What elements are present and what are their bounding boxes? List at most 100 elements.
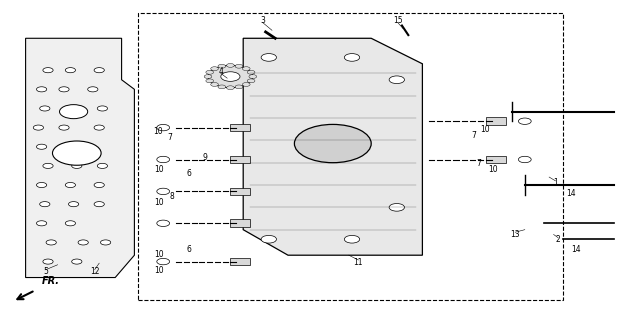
Circle shape [206,70,214,74]
Circle shape [72,163,82,168]
Text: 11: 11 [354,258,363,267]
Circle shape [94,202,104,207]
Circle shape [94,125,104,130]
Text: 4: 4 [218,67,223,76]
Circle shape [518,118,531,124]
Bar [230,188,250,195]
Circle shape [97,163,108,168]
Circle shape [157,188,170,195]
Text: 7: 7 [476,159,481,168]
Circle shape [211,83,218,86]
Circle shape [235,64,243,68]
Text: 10: 10 [154,266,164,275]
Circle shape [65,221,76,226]
Circle shape [33,125,44,130]
Bar [486,156,506,163]
Circle shape [204,75,212,78]
Circle shape [218,85,226,89]
Circle shape [206,79,214,83]
Circle shape [211,67,218,70]
Circle shape [52,141,101,165]
Bar [138,13,563,300]
Circle shape [157,124,170,131]
Circle shape [389,76,404,84]
Text: 6: 6 [186,169,191,178]
Circle shape [157,156,170,163]
Circle shape [43,68,53,73]
Circle shape [247,79,255,83]
Circle shape [68,202,79,207]
Text: 10: 10 [154,165,164,174]
Bar [230,124,250,131]
Circle shape [208,65,253,88]
Circle shape [36,144,47,149]
Text: FR.: FR. [42,276,60,286]
Circle shape [344,54,360,61]
Text: 7: 7 [471,131,476,140]
Polygon shape [26,38,134,278]
Text: 8: 8 [169,192,174,201]
Bar [230,156,250,163]
Circle shape [65,182,76,188]
Circle shape [294,124,371,163]
Text: 3: 3 [260,16,265,25]
Text: 10: 10 [153,127,163,136]
Text: 1: 1 [553,178,558,187]
Circle shape [389,204,404,211]
Circle shape [36,87,47,92]
Circle shape [40,202,50,207]
Circle shape [36,221,47,226]
Text: 14: 14 [566,189,576,198]
Circle shape [261,235,276,243]
Circle shape [243,83,250,86]
Bar [486,117,506,125]
Circle shape [218,64,226,68]
Circle shape [43,163,53,168]
Circle shape [157,220,170,226]
Circle shape [247,70,255,74]
Circle shape [78,240,88,245]
Circle shape [72,106,82,111]
Circle shape [40,106,50,111]
Text: 10: 10 [480,125,490,134]
Circle shape [59,87,69,92]
Text: 14: 14 [571,245,581,254]
Circle shape [43,259,53,264]
Circle shape [60,105,88,119]
Circle shape [227,63,234,67]
Text: 12: 12 [90,267,99,276]
Circle shape [249,75,257,78]
Text: 13: 13 [510,230,520,239]
Text: 10: 10 [154,198,164,207]
Text: 10: 10 [488,165,498,174]
Text: 5: 5 [44,267,49,276]
Circle shape [518,156,531,163]
Text: 9: 9 [202,153,207,162]
Circle shape [97,106,108,111]
Circle shape [36,182,47,188]
Circle shape [261,54,276,61]
Polygon shape [243,38,422,255]
Text: 10: 10 [154,250,164,259]
Text: 6: 6 [186,245,191,254]
Circle shape [65,68,76,73]
Text: 15: 15 [393,16,403,25]
Circle shape [62,144,72,149]
Circle shape [94,182,104,188]
Circle shape [227,86,234,90]
Circle shape [59,125,69,130]
Circle shape [100,240,111,245]
Circle shape [243,67,250,70]
Circle shape [88,87,98,92]
Circle shape [221,72,240,81]
Circle shape [72,259,82,264]
Circle shape [157,258,170,265]
Circle shape [344,235,360,243]
Circle shape [235,85,243,89]
Text: 2: 2 [556,235,561,244]
Bar [230,219,250,227]
Text: 7: 7 [167,133,172,142]
Circle shape [46,240,56,245]
Circle shape [94,68,104,73]
Bar [230,258,250,265]
